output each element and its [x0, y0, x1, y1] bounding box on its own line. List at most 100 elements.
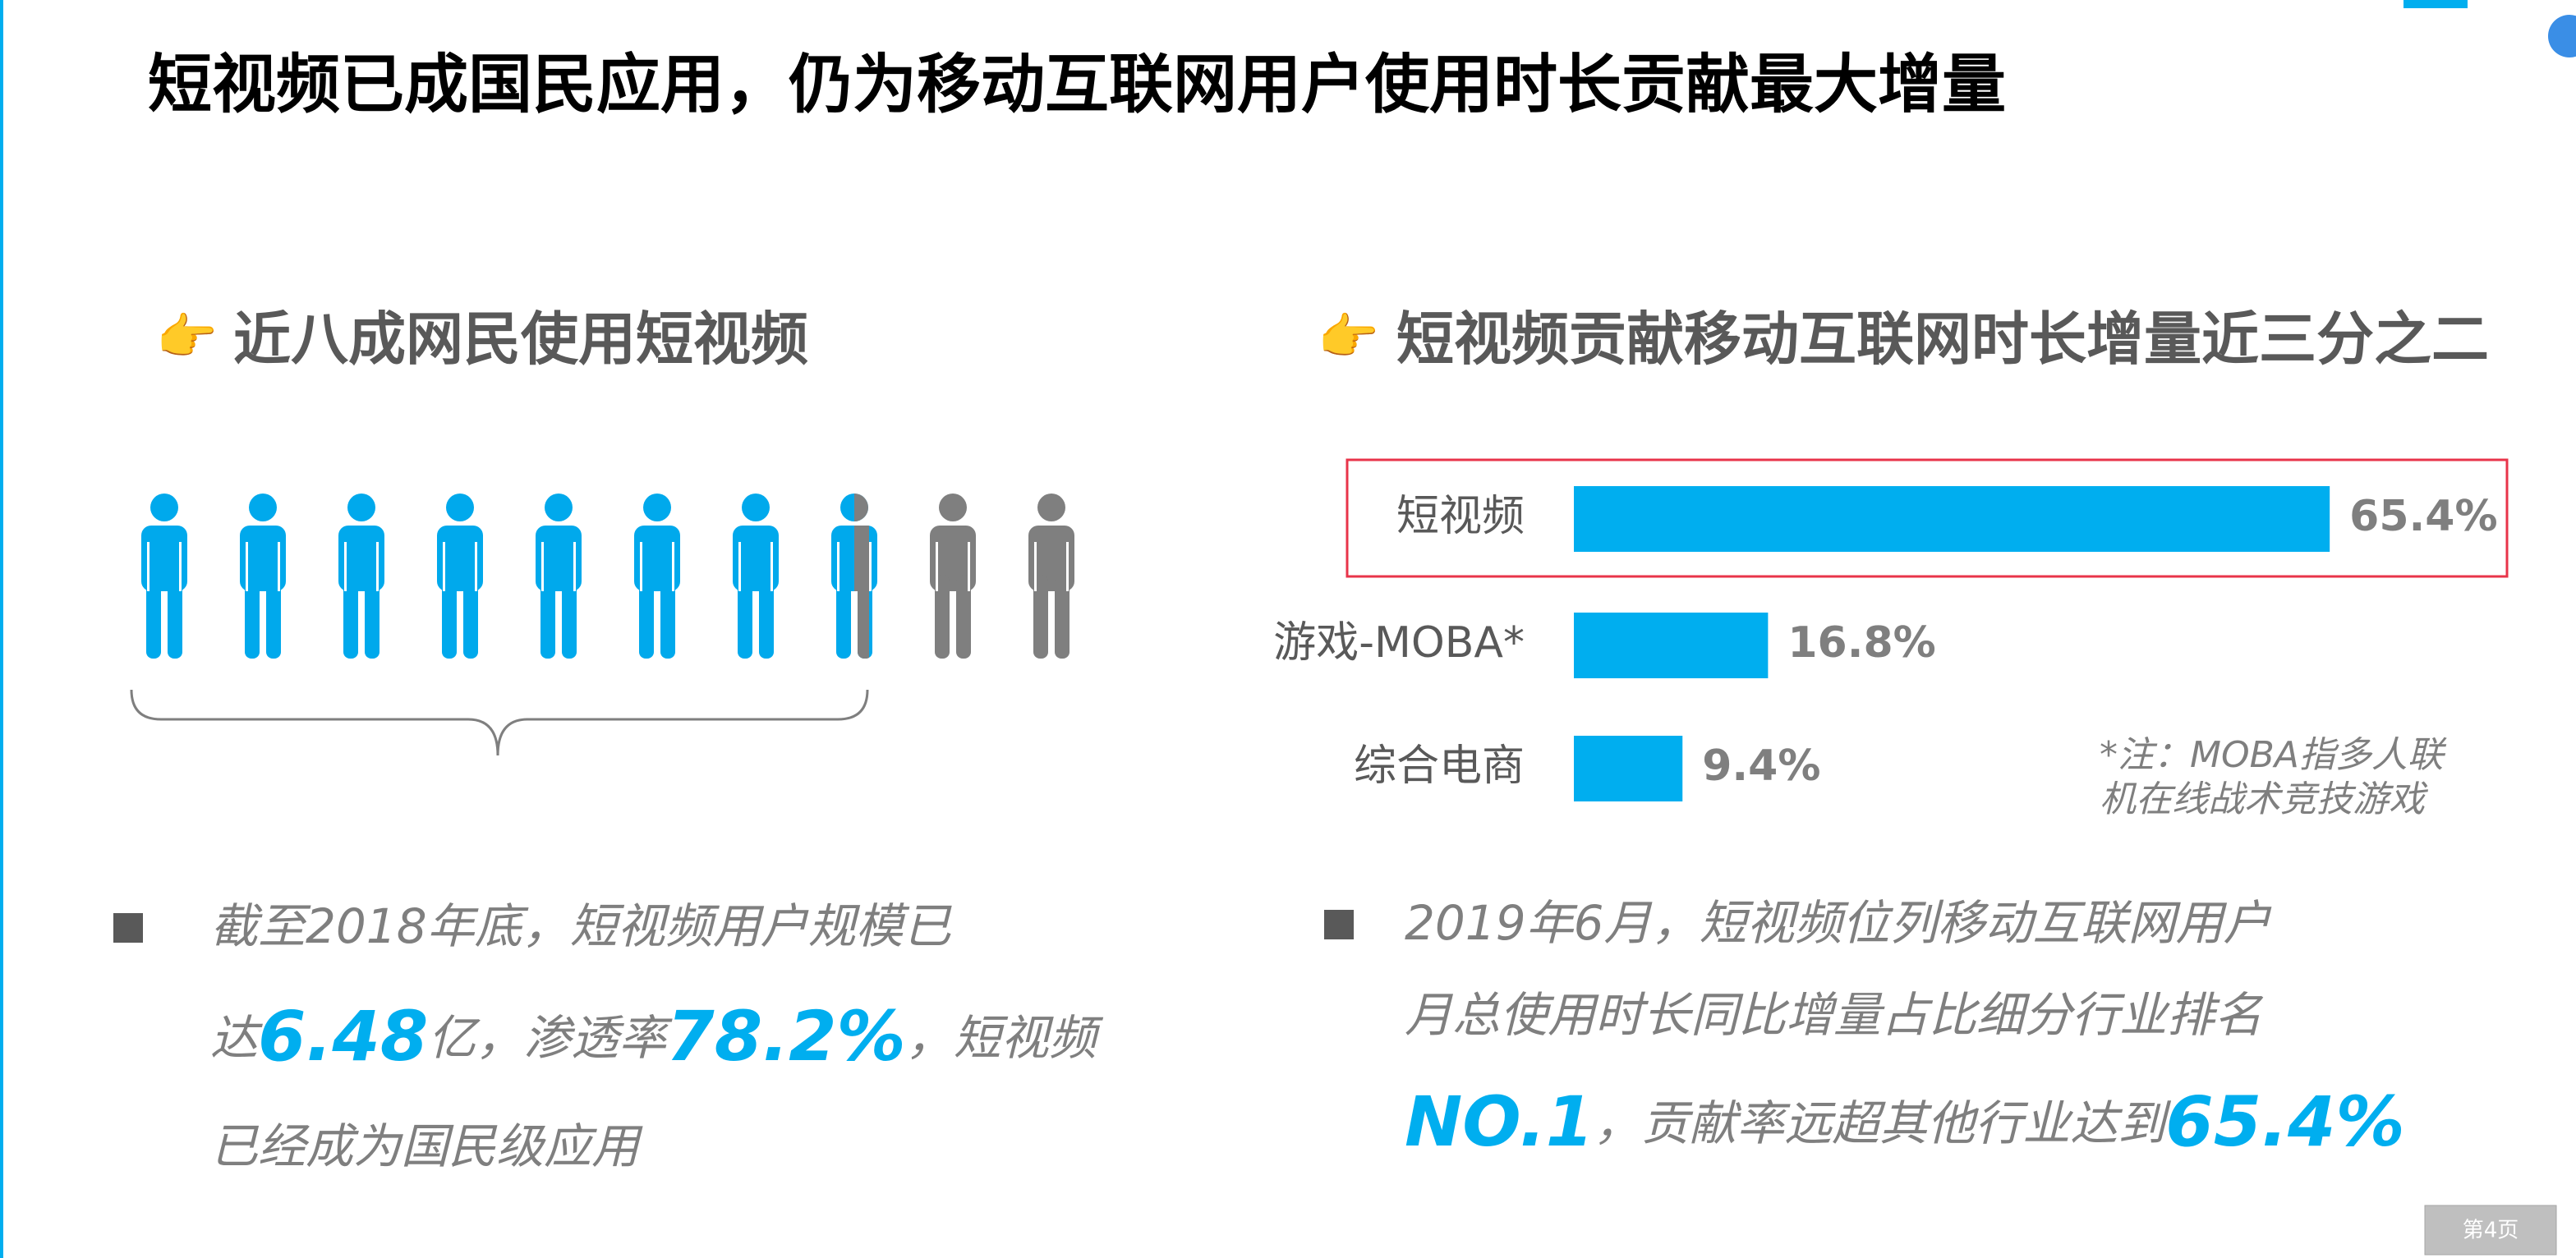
arm-gap — [246, 542, 248, 591]
arm-gap — [672, 542, 674, 591]
person — [240, 494, 286, 659]
leg — [562, 575, 577, 659]
arm-gap — [344, 542, 347, 591]
bar-chart: 短视频 65.4% 游戏-MOBA* 16.8% 综合电商 9.4% — [1273, 486, 2498, 801]
person — [733, 494, 779, 659]
value-label: 65.4% — [2349, 492, 2497, 541]
person — [634, 494, 680, 659]
highlight: 65.4% — [2165, 1081, 2404, 1162]
note: 机在线战术竞技游戏 — [2100, 778, 2428, 820]
text: 已经成为国民级应用 — [210, 1118, 643, 1174]
leg — [935, 575, 950, 659]
arm-gap — [278, 542, 280, 591]
people-icons — [141, 494, 1074, 659]
pointer-icon: 👉 — [1318, 309, 1379, 366]
page-badge — [2424, 1205, 2557, 1256]
value-label: 16.8% — [1787, 618, 1935, 668]
arm-gap — [1066, 542, 1069, 591]
category-label: 综合电商 — [1354, 741, 1525, 791]
person — [1028, 494, 1074, 659]
text: 月总使用时长同比增量占比细分行业排名 — [1405, 987, 2264, 1043]
leg — [956, 575, 971, 659]
arm-gap — [443, 542, 445, 591]
text: ，短视频 — [906, 1010, 1104, 1066]
person — [854, 494, 869, 659]
bullet-line: 已经成为国民级应用 — [210, 1118, 643, 1174]
leg — [463, 575, 478, 659]
pointer-icon: 👉 — [156, 309, 218, 366]
arm-gap — [573, 542, 576, 591]
arm-gap — [837, 542, 840, 591]
highlight: 6.48 — [258, 996, 428, 1077]
left-heading: 近八成网民使用短视频 — [233, 305, 808, 373]
leg — [759, 575, 774, 659]
top-tab — [2404, 0, 2468, 8]
leg — [858, 575, 869, 659]
torso — [854, 526, 869, 591]
value-label: 9.4% — [1702, 741, 1820, 791]
highlight: NO.1 — [1405, 1081, 1594, 1162]
leg — [442, 575, 457, 659]
arm-gap — [475, 542, 477, 591]
leg — [660, 575, 675, 659]
person — [536, 494, 582, 659]
edge — [0, 0, 3, 1258]
highlight-box — [1346, 458, 2509, 578]
leg — [738, 575, 752, 659]
bullet-line: 月总使用时长同比增量占比细分行业排名 — [1405, 987, 2264, 1043]
bullet-square — [113, 913, 143, 943]
head — [347, 494, 375, 521]
leg — [266, 575, 281, 659]
person — [930, 494, 976, 659]
head — [854, 494, 868, 521]
bar — [1574, 736, 1683, 801]
leg — [245, 575, 260, 659]
category-label: 短视频 — [1396, 492, 1525, 541]
arm-gap — [738, 542, 741, 591]
arm-gap — [147, 542, 150, 591]
head — [150, 494, 178, 521]
leg — [639, 575, 654, 659]
head — [1037, 494, 1065, 521]
head — [249, 494, 277, 521]
person — [338, 494, 384, 659]
text: 2019年6月，短视频位列移动互联网用户 — [1405, 895, 2272, 951]
person — [141, 494, 187, 659]
arm-gap — [770, 542, 773, 591]
text: 亿，渗透率 — [428, 1010, 673, 1066]
brace — [130, 689, 869, 756]
bar — [1574, 486, 2330, 552]
arm-gap — [376, 542, 379, 591]
text: ，贡献率远超其他行业达到 — [1594, 1095, 2171, 1151]
highlight: 78.2% — [666, 996, 905, 1077]
leg — [168, 575, 182, 659]
bullet-line: 达6.48亿，渗透率78.2%，短视频 — [210, 996, 1104, 1077]
leg — [343, 575, 358, 659]
head — [742, 494, 770, 521]
arm-gap — [640, 542, 642, 591]
corner-icon[interactable] — [2548, 15, 2576, 57]
right-heading: 短视频贡献移动互联网时长增量近三分之二 — [1396, 305, 2489, 373]
title: 短视频已成国民应用，仍为移动互联网用户使用时长贡献最大增量 — [148, 48, 2006, 122]
bar — [1574, 613, 1769, 678]
head — [643, 494, 671, 521]
category-label: 游戏-MOBA* — [1273, 618, 1525, 668]
bullet-line: 截至2018年底，短视频用户规模已 — [210, 898, 953, 954]
text: 截至2018年底，短视频用户规模已 — [210, 898, 953, 954]
leg — [836, 575, 851, 659]
arm-gap — [968, 542, 970, 591]
text: 达 — [210, 1010, 263, 1066]
head — [545, 494, 573, 521]
arm-gap — [1034, 542, 1037, 591]
leg — [1055, 575, 1070, 659]
note: *注：MOBA指多人联 — [2100, 734, 2447, 776]
leg — [365, 575, 380, 659]
leg — [1033, 575, 1048, 659]
head — [939, 494, 967, 521]
leg — [540, 575, 555, 659]
arm-gap — [179, 542, 182, 591]
bullet-line: NO.1，贡献率远超其他行业达到65.4% — [1405, 1081, 2405, 1162]
arm-gap — [541, 542, 544, 591]
